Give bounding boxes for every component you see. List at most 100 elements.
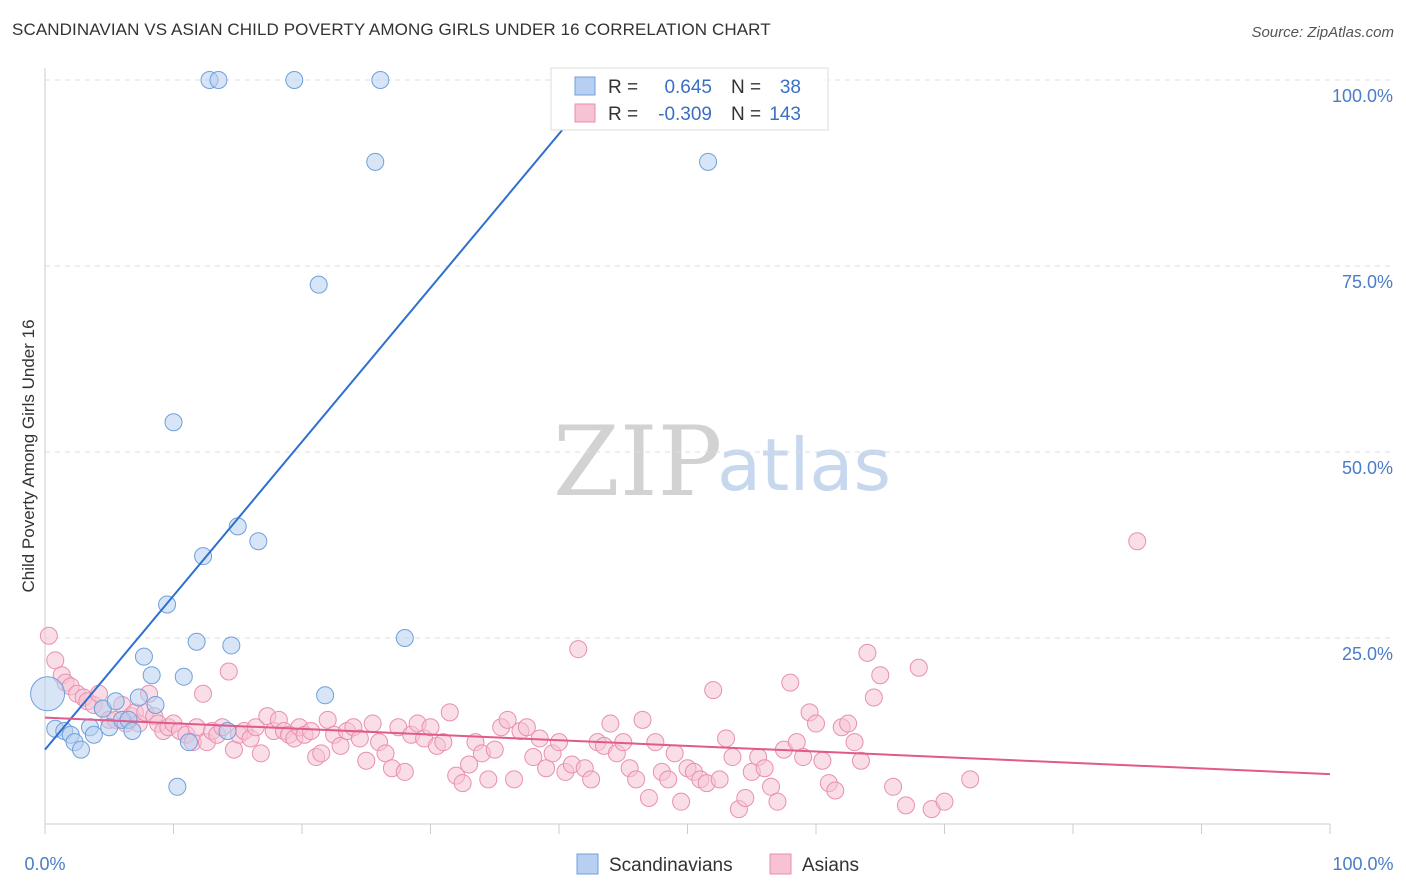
point-asians bbox=[395, 762, 414, 781]
point-asians bbox=[813, 751, 832, 770]
point-asians bbox=[839, 714, 858, 733]
legend-n-value-scandinavians: 38 bbox=[780, 77, 801, 98]
bottom-legend-label-asians: Asians bbox=[802, 855, 859, 876]
point-asians bbox=[717, 729, 736, 748]
point-asians bbox=[46, 651, 65, 670]
chart-source: Source: ZipAtlas.com bbox=[1251, 24, 1394, 41]
bottom-legend-label-scandinavians: Scandinavians bbox=[609, 855, 733, 876]
point-asians bbox=[318, 710, 337, 729]
point-scandinavians bbox=[30, 676, 66, 712]
y-tick-label-50: 50.0% bbox=[1342, 458, 1393, 478]
point-asians bbox=[498, 710, 517, 729]
point-asians bbox=[537, 759, 556, 778]
point-asians bbox=[550, 733, 568, 752]
point-asians bbox=[517, 718, 536, 737]
point-asians bbox=[301, 722, 320, 740]
point-scandinavians bbox=[168, 777, 187, 796]
legend-box bbox=[550, 67, 829, 131]
legend-r-value-scandinavians: 0.645 bbox=[664, 77, 712, 98]
y-tick-label-100: 100.0% bbox=[1332, 86, 1393, 106]
legend-n-label-1: N = bbox=[731, 77, 761, 98]
point-asians bbox=[453, 774, 472, 793]
point-asians bbox=[460, 755, 479, 774]
series-legend: Scandinavians Asians bbox=[576, 853, 859, 876]
point-asians bbox=[864, 688, 883, 707]
point-scandinavians bbox=[395, 629, 414, 647]
point-asians bbox=[485, 740, 504, 759]
point-asians bbox=[1128, 532, 1147, 551]
point-asians bbox=[89, 684, 108, 703]
legend-r-value-asians: -0.309 bbox=[658, 104, 712, 125]
point-asians bbox=[704, 681, 723, 700]
legend-r-label-2: R = bbox=[608, 104, 638, 125]
point-scandinavians bbox=[249, 532, 268, 551]
point-asians bbox=[762, 777, 781, 796]
point-asians bbox=[363, 714, 382, 733]
point-asians bbox=[935, 792, 954, 811]
point-asians bbox=[601, 714, 620, 733]
x-axis-ticks bbox=[44, 824, 1331, 834]
point-scandinavians bbox=[194, 547, 213, 566]
y-tick-label-75: 75.0% bbox=[1342, 272, 1393, 292]
point-scandinavians bbox=[699, 152, 718, 171]
point-asians bbox=[357, 751, 376, 770]
point-scandinavians bbox=[209, 71, 228, 89]
legend-n-label-2: N = bbox=[731, 104, 761, 125]
legend-n-value-asians: 143 bbox=[769, 104, 801, 125]
point-scandinavians bbox=[129, 688, 148, 707]
legend-r-label-1: R = bbox=[608, 77, 638, 98]
point-asians bbox=[736, 788, 755, 807]
point-asians bbox=[633, 710, 652, 729]
point-asians bbox=[505, 770, 524, 789]
point-asians bbox=[331, 736, 350, 755]
point-scandinavians bbox=[285, 71, 304, 89]
point-asians bbox=[871, 666, 890, 685]
x-tick-label-min: 0.0% bbox=[24, 854, 65, 874]
point-asians bbox=[187, 718, 206, 737]
point-asians bbox=[421, 718, 440, 737]
point-asians bbox=[350, 729, 369, 748]
point-asians bbox=[39, 626, 58, 645]
point-asians bbox=[434, 733, 453, 752]
correlation-legend: R = 0.645 N = 38 R = -0.309 N = 143 bbox=[550, 67, 829, 131]
point-asians bbox=[768, 792, 787, 811]
point-asians bbox=[807, 714, 825, 733]
point-asians bbox=[627, 770, 646, 789]
point-asians bbox=[845, 733, 864, 752]
point-asians bbox=[569, 640, 588, 659]
point-scandinavians bbox=[174, 667, 193, 686]
point-asians bbox=[312, 744, 331, 763]
point-asians bbox=[710, 770, 729, 789]
point-asians bbox=[723, 748, 742, 767]
chart-title: SCANDINAVIAN VS ASIAN CHILD POVERTY AMON… bbox=[12, 20, 771, 39]
point-scandinavians bbox=[309, 275, 328, 294]
point-scandinavians bbox=[84, 725, 103, 744]
point-asians bbox=[194, 684, 213, 703]
gridlines bbox=[45, 79, 1395, 639]
point-scandinavians bbox=[123, 722, 142, 740]
point-asians bbox=[582, 770, 601, 789]
point-asians bbox=[524, 748, 543, 767]
point-asians bbox=[826, 781, 845, 800]
point-asians bbox=[851, 751, 870, 770]
point-scandinavians bbox=[222, 636, 241, 655]
point-asians bbox=[896, 796, 915, 815]
point-scandinavians bbox=[164, 413, 183, 432]
point-asians bbox=[219, 662, 238, 681]
trend-line-asians bbox=[44, 716, 1331, 776]
point-scandinavians bbox=[142, 666, 161, 685]
point-scandinavians bbox=[134, 647, 153, 666]
point-scandinavians bbox=[316, 686, 335, 705]
point-scandinavians bbox=[187, 632, 206, 651]
point-asians bbox=[639, 788, 658, 807]
point-asians bbox=[376, 744, 395, 763]
point-asians bbox=[659, 770, 678, 789]
x-tick-label-max: 100.0% bbox=[1332, 854, 1393, 874]
data-points bbox=[30, 71, 1147, 819]
point-scandinavians bbox=[71, 740, 90, 759]
point-asians bbox=[858, 643, 877, 662]
watermark-atlas: atlas bbox=[717, 423, 891, 507]
point-asians bbox=[794, 748, 813, 767]
point-asians bbox=[755, 759, 774, 778]
